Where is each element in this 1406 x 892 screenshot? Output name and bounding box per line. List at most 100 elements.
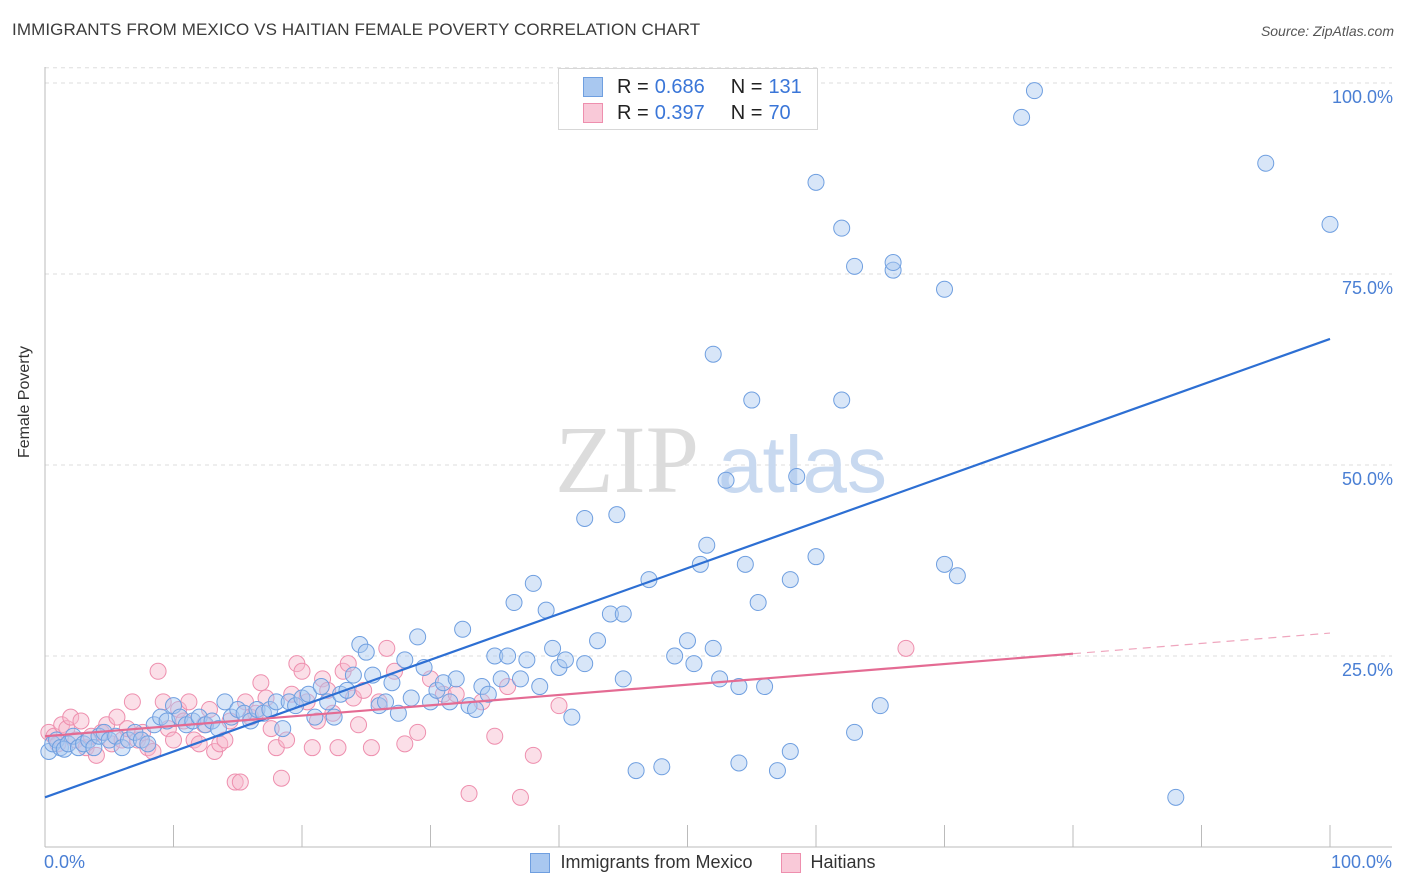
- mexico-point: [614, 670, 632, 688]
- mexico-point: [434, 674, 452, 692]
- mexico-point: [383, 674, 401, 692]
- mexico-point: [267, 693, 285, 711]
- legend-n-value: 70: [768, 101, 791, 124]
- legend-item-mexico[interactable]: Immigrants from Mexico: [530, 852, 753, 873]
- trend-lines: [44, 337, 1331, 799]
- mexico-point: [492, 670, 510, 688]
- mexico-point: [730, 754, 748, 772]
- mexico-point: [441, 693, 459, 711]
- haitians-point: [303, 739, 321, 757]
- mexico-point: [576, 509, 594, 527]
- mexico-point: [563, 708, 581, 726]
- haitians-point: [396, 735, 414, 753]
- mexico-point: [704, 639, 722, 657]
- haitians-point: [460, 785, 478, 803]
- legend-swatch-mexico: [530, 852, 551, 873]
- mexico-point: [749, 594, 767, 612]
- haitians-point: [272, 769, 290, 787]
- haitians-point: [355, 681, 373, 699]
- mexico-point: [306, 708, 324, 726]
- mexico-point: [1013, 108, 1031, 126]
- mexico-point: [139, 735, 157, 753]
- haitians-trend-line: [44, 652, 1074, 738]
- haitians-point: [511, 788, 529, 806]
- haitians-point: [149, 662, 167, 680]
- mexico-point: [768, 762, 786, 780]
- mexico-point: [679, 632, 696, 650]
- haitians-point: [409, 723, 427, 741]
- mexico-point: [884, 254, 902, 272]
- legend-swatch-mexico: [583, 77, 603, 97]
- legend-n-label: N =: [730, 101, 763, 124]
- mexico-point: [1257, 154, 1275, 172]
- mexico-point: [1167, 788, 1185, 806]
- mexico-point: [556, 651, 574, 669]
- series-legend: Immigrants from Mexico Haitians: [0, 852, 1406, 873]
- mexico-point: [614, 605, 632, 623]
- mexico-point: [730, 678, 748, 696]
- legend-item-haitians[interactable]: Haitians: [780, 852, 876, 873]
- legend-r-value: 0.397: [654, 101, 705, 124]
- legend-label-mexico: Immigrants from Mexico: [560, 852, 753, 872]
- mexico-point: [807, 173, 825, 191]
- mexico-point: [396, 651, 414, 669]
- mexico-point: [871, 697, 889, 715]
- y-tick-label: 50.0%: [1342, 469, 1393, 489]
- haitians-point: [231, 773, 249, 791]
- haitians-point: [293, 662, 311, 680]
- legend-row-haitians: R = 0.397 N = 70: [583, 100, 791, 126]
- mexico-point: [576, 655, 594, 673]
- mexico-point: [608, 506, 626, 524]
- mexico-point: [846, 723, 864, 741]
- mexico-point: [299, 685, 317, 703]
- watermark-atlas: atlas: [718, 420, 887, 509]
- mexico-point: [216, 693, 234, 711]
- haitians-trend-line-dashed: [1072, 632, 1331, 655]
- legend-r-label: R =: [617, 75, 649, 98]
- mexico-point: [711, 670, 729, 688]
- haitians-point: [262, 720, 280, 738]
- haitians-point: [897, 639, 915, 657]
- mexico-point: [544, 639, 562, 657]
- mexico-point: [531, 678, 549, 696]
- haitians-point: [108, 708, 126, 726]
- mexico-point: [274, 720, 292, 738]
- mexico-point: [666, 647, 684, 665]
- source-credit: Source: ZipAtlas.com: [1260, 23, 1394, 39]
- mexico-point: [685, 655, 703, 673]
- haitians-point: [226, 773, 244, 791]
- legend-label-haitians: Haitians: [810, 852, 876, 872]
- mexico-point: [524, 574, 542, 592]
- mexico-point: [312, 678, 330, 696]
- haitians-point: [524, 746, 542, 764]
- legend-r-label: R =: [617, 101, 649, 124]
- mexico-point: [807, 548, 825, 566]
- x-tick-label-max: 100.0%: [1330, 852, 1392, 872]
- y-tick-label: 100.0%: [1332, 87, 1393, 107]
- legend-swatch-haitians: [780, 852, 801, 873]
- mexico-point: [936, 555, 953, 573]
- mexico-point: [717, 471, 735, 489]
- mexico-trend-line: [44, 337, 1331, 799]
- mexico-point: [1321, 215, 1339, 233]
- haitians-point: [62, 708, 80, 726]
- mexico-point: [781, 571, 799, 589]
- y-tick-label: 75.0%: [1342, 278, 1393, 298]
- mexico-point: [499, 647, 517, 665]
- haitians-point: [278, 731, 296, 749]
- haitians-point: [486, 727, 504, 745]
- mexico-point: [756, 678, 774, 696]
- mexico-points: [40, 82, 1339, 806]
- mexico-point: [402, 689, 420, 707]
- haitians-point: [362, 739, 380, 757]
- mexico-point: [518, 651, 536, 669]
- haitians-point: [378, 639, 396, 657]
- mexico-point: [511, 670, 529, 688]
- haitians-point: [329, 739, 347, 757]
- mexico-point: [505, 594, 523, 612]
- haitians-point: [350, 716, 368, 734]
- legend-row-mexico: R = 0.686 N = 131: [583, 74, 802, 100]
- mexico-point: [589, 632, 607, 650]
- haitians-point: [123, 693, 141, 711]
